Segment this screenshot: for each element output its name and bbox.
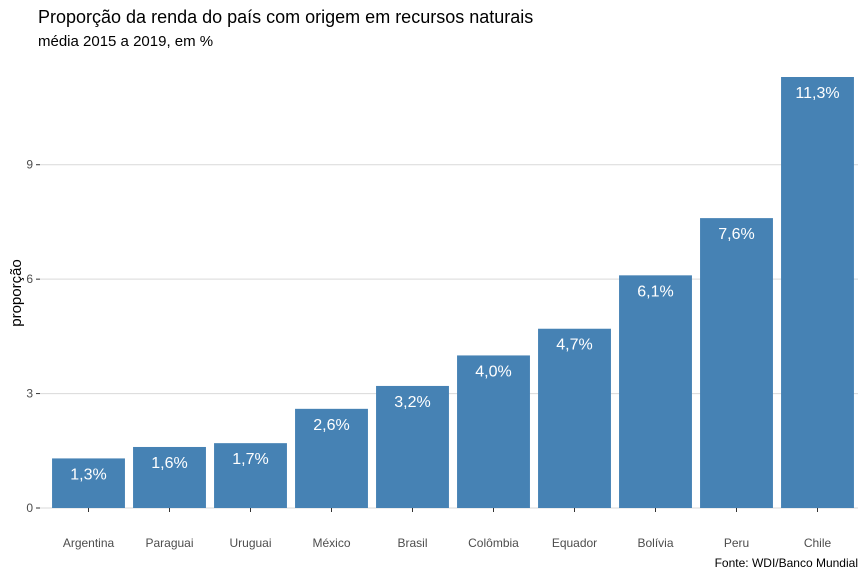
bar	[781, 77, 854, 508]
y-tick-label: 9	[26, 158, 33, 172]
bar	[133, 446, 206, 508]
bar	[538, 328, 611, 508]
source-caption: Fonte: WDI/Banco Mundial	[714, 556, 858, 570]
bar-data-label: 4,7%	[556, 337, 592, 354]
bar-data-label: 11,3%	[795, 85, 839, 102]
bar-data-labels: 1,3% 1,6% 1,7% 2,6% 3,2% 4,0% 4,7% 6,1% 7,6% 11,3…	[70, 85, 839, 483]
y-axis: 0 3 6 9	[26, 158, 40, 515]
x-tick-label: Uruguai	[229, 536, 271, 550]
bar	[457, 355, 530, 508]
bar-data-label: 7,6%	[718, 226, 754, 243]
y-tick-label: 6	[26, 272, 33, 286]
x-tick-label: Argentina	[63, 536, 115, 550]
bar-data-label: 3,2%	[394, 394, 430, 411]
x-tick-label: Equador	[552, 536, 597, 550]
x-tick-label: Brasil	[397, 536, 427, 550]
bar	[376, 385, 449, 508]
x-tick-label: México	[312, 536, 350, 550]
bar-data-label: 1,6%	[151, 455, 187, 472]
bars	[52, 77, 854, 508]
x-tick-label: Bolívia	[637, 536, 673, 550]
bar	[619, 275, 692, 508]
y-tick-label: 0	[26, 501, 33, 515]
bar	[700, 218, 773, 508]
bar-data-label: 4,0%	[475, 363, 511, 380]
bar-data-label: 2,6%	[313, 417, 349, 434]
bar-data-label: 6,1%	[637, 283, 673, 300]
bar-data-label: 1,3%	[70, 466, 106, 483]
bar-data-label: 1,7%	[232, 451, 268, 468]
bar	[214, 443, 287, 508]
chart-title: Proporção da renda do país com origem em…	[38, 7, 534, 27]
chart-subtitle: média 2015 a 2019, em %	[38, 33, 214, 50]
y-axis-title: proporção	[8, 259, 25, 327]
x-axis: Argentina Paraguai Uruguai México Brasil Colô…	[63, 508, 832, 550]
bar	[295, 408, 368, 508]
x-tick-label: Peru	[724, 536, 749, 550]
x-tick-label: Paraguai	[145, 536, 193, 550]
x-tick-label: Colômbia	[468, 536, 519, 550]
y-tick-label: 3	[26, 387, 33, 401]
x-tick-label: Chile	[804, 536, 832, 550]
bar	[52, 458, 125, 508]
